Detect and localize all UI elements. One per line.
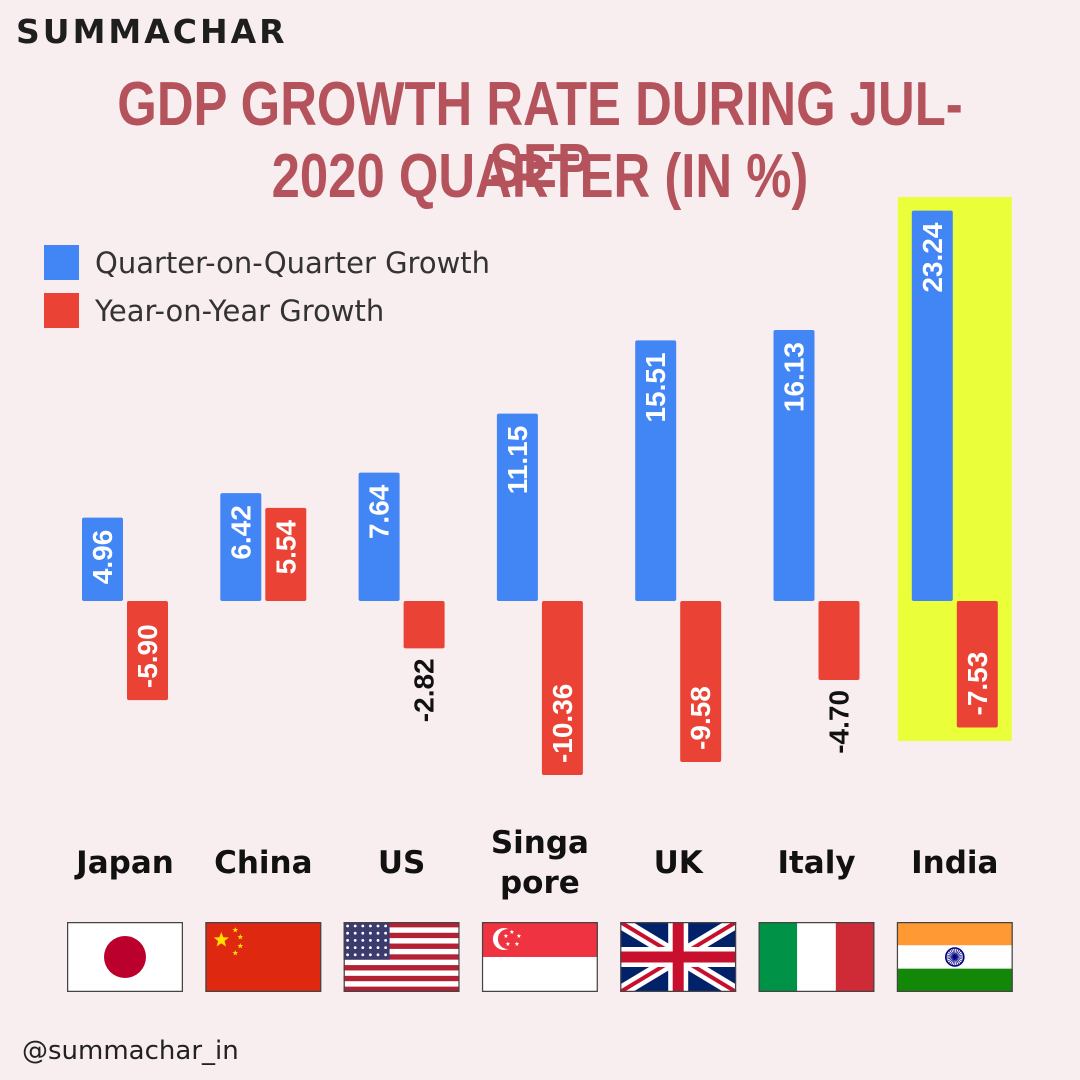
japan-flag-icon [67, 922, 183, 992]
bar-yoy-china [265, 507, 307, 601]
value-label-yoy-china: 5.54 [270, 520, 301, 575]
bar-yoy-japan [127, 601, 168, 701]
legend-item-yoy: Year-on-Year Growth [44, 293, 384, 328]
value-label-qoq-uk: 15.51 [640, 352, 671, 422]
value-label-yoy-uk: -9.58 [685, 686, 716, 750]
legend-label-qoq: Quarter-on-Quarter Growth [95, 245, 491, 280]
category-label-china: China [214, 845, 312, 881]
value-label-qoq-china: 6.42 [225, 505, 256, 560]
category-group-singapore: 11.15 -10.36 Singa pore [481, 413, 598, 992]
legend-swatch-qoq [44, 245, 79, 280]
category-group-uk: 15.51 -9.58 UK [620, 340, 737, 992]
value-label-yoy-india: -7.53 [962, 652, 993, 716]
bar-yoy-india [956, 601, 998, 728]
bar-qoq-uk [635, 340, 677, 601]
value-label-qoq-japan: 4.96 [87, 530, 118, 585]
bar-qoq-italy [773, 330, 815, 601]
category-group-us: 7.64 -2.82 US [343, 472, 460, 992]
category-label-us: US [378, 845, 426, 881]
legend-item-qoq: Quarter-on-Quarter Growth [44, 245, 490, 280]
value-label-qoq-india: 23.24 [917, 222, 948, 292]
bar-yoy-singapore [541, 601, 583, 776]
uk-flag-icon [620, 922, 737, 992]
bar-yoy-uk [680, 601, 722, 762]
category-group-india: 23.24 -7.53 India [896, 210, 1013, 992]
value-label-yoy-us: -2.82 [409, 658, 440, 722]
singapore-flag-icon [481, 922, 598, 992]
category-label-uk: UK [654, 845, 704, 881]
legend-label-yoy: Year-on-Year Growth [95, 293, 385, 328]
category-group-italy: 16.13 -4.70 Italy [758, 330, 875, 992]
chart-title-line-1: GDP GROWTH RATE DURING JUL-SEP [117, 70, 963, 201]
value-label-yoy-italy: -4.70 [824, 690, 855, 754]
category-label-japan: Japan [74, 845, 174, 881]
brand-logo: SUMMACHAR [16, 12, 288, 51]
category-label-singapore: Singa pore [491, 825, 589, 901]
us-flag-icon [343, 922, 460, 992]
value-label-yoy-japan: -5.90 [132, 624, 163, 688]
category-group-china: 6.42 5.54 China [205, 493, 322, 992]
china-flag-icon [205, 922, 322, 992]
value-label-qoq-singapore: 11.15 [502, 426, 533, 495]
legend-swatch-yoy [44, 293, 79, 328]
value-label-qoq-italy: 16.13 [779, 342, 810, 412]
bar-qoq-singapore [496, 413, 538, 601]
bar-qoq-china [220, 493, 262, 601]
footer-handle: @summachar_in [22, 1036, 239, 1066]
bar-yoy-us [403, 601, 445, 649]
category-label-india: India [911, 845, 998, 881]
category-label-italy: Italy [777, 845, 855, 881]
bar-qoq-us [358, 472, 400, 601]
value-label-qoq-us: 7.64 [364, 484, 395, 539]
bar-yoy-italy [818, 601, 860, 680]
value-label-yoy-singapore: -10.36 [547, 684, 578, 763]
italy-flag-icon [758, 922, 875, 992]
chart-title-line-2: 2020 QUARTER (IN %) [271, 142, 809, 211]
india-flag-icon [896, 922, 1013, 992]
category-group-japan: 4.96 -5.90 Japan [67, 517, 183, 992]
bar-qoq-india [911, 210, 953, 601]
bar-qoq-japan [82, 517, 123, 601]
